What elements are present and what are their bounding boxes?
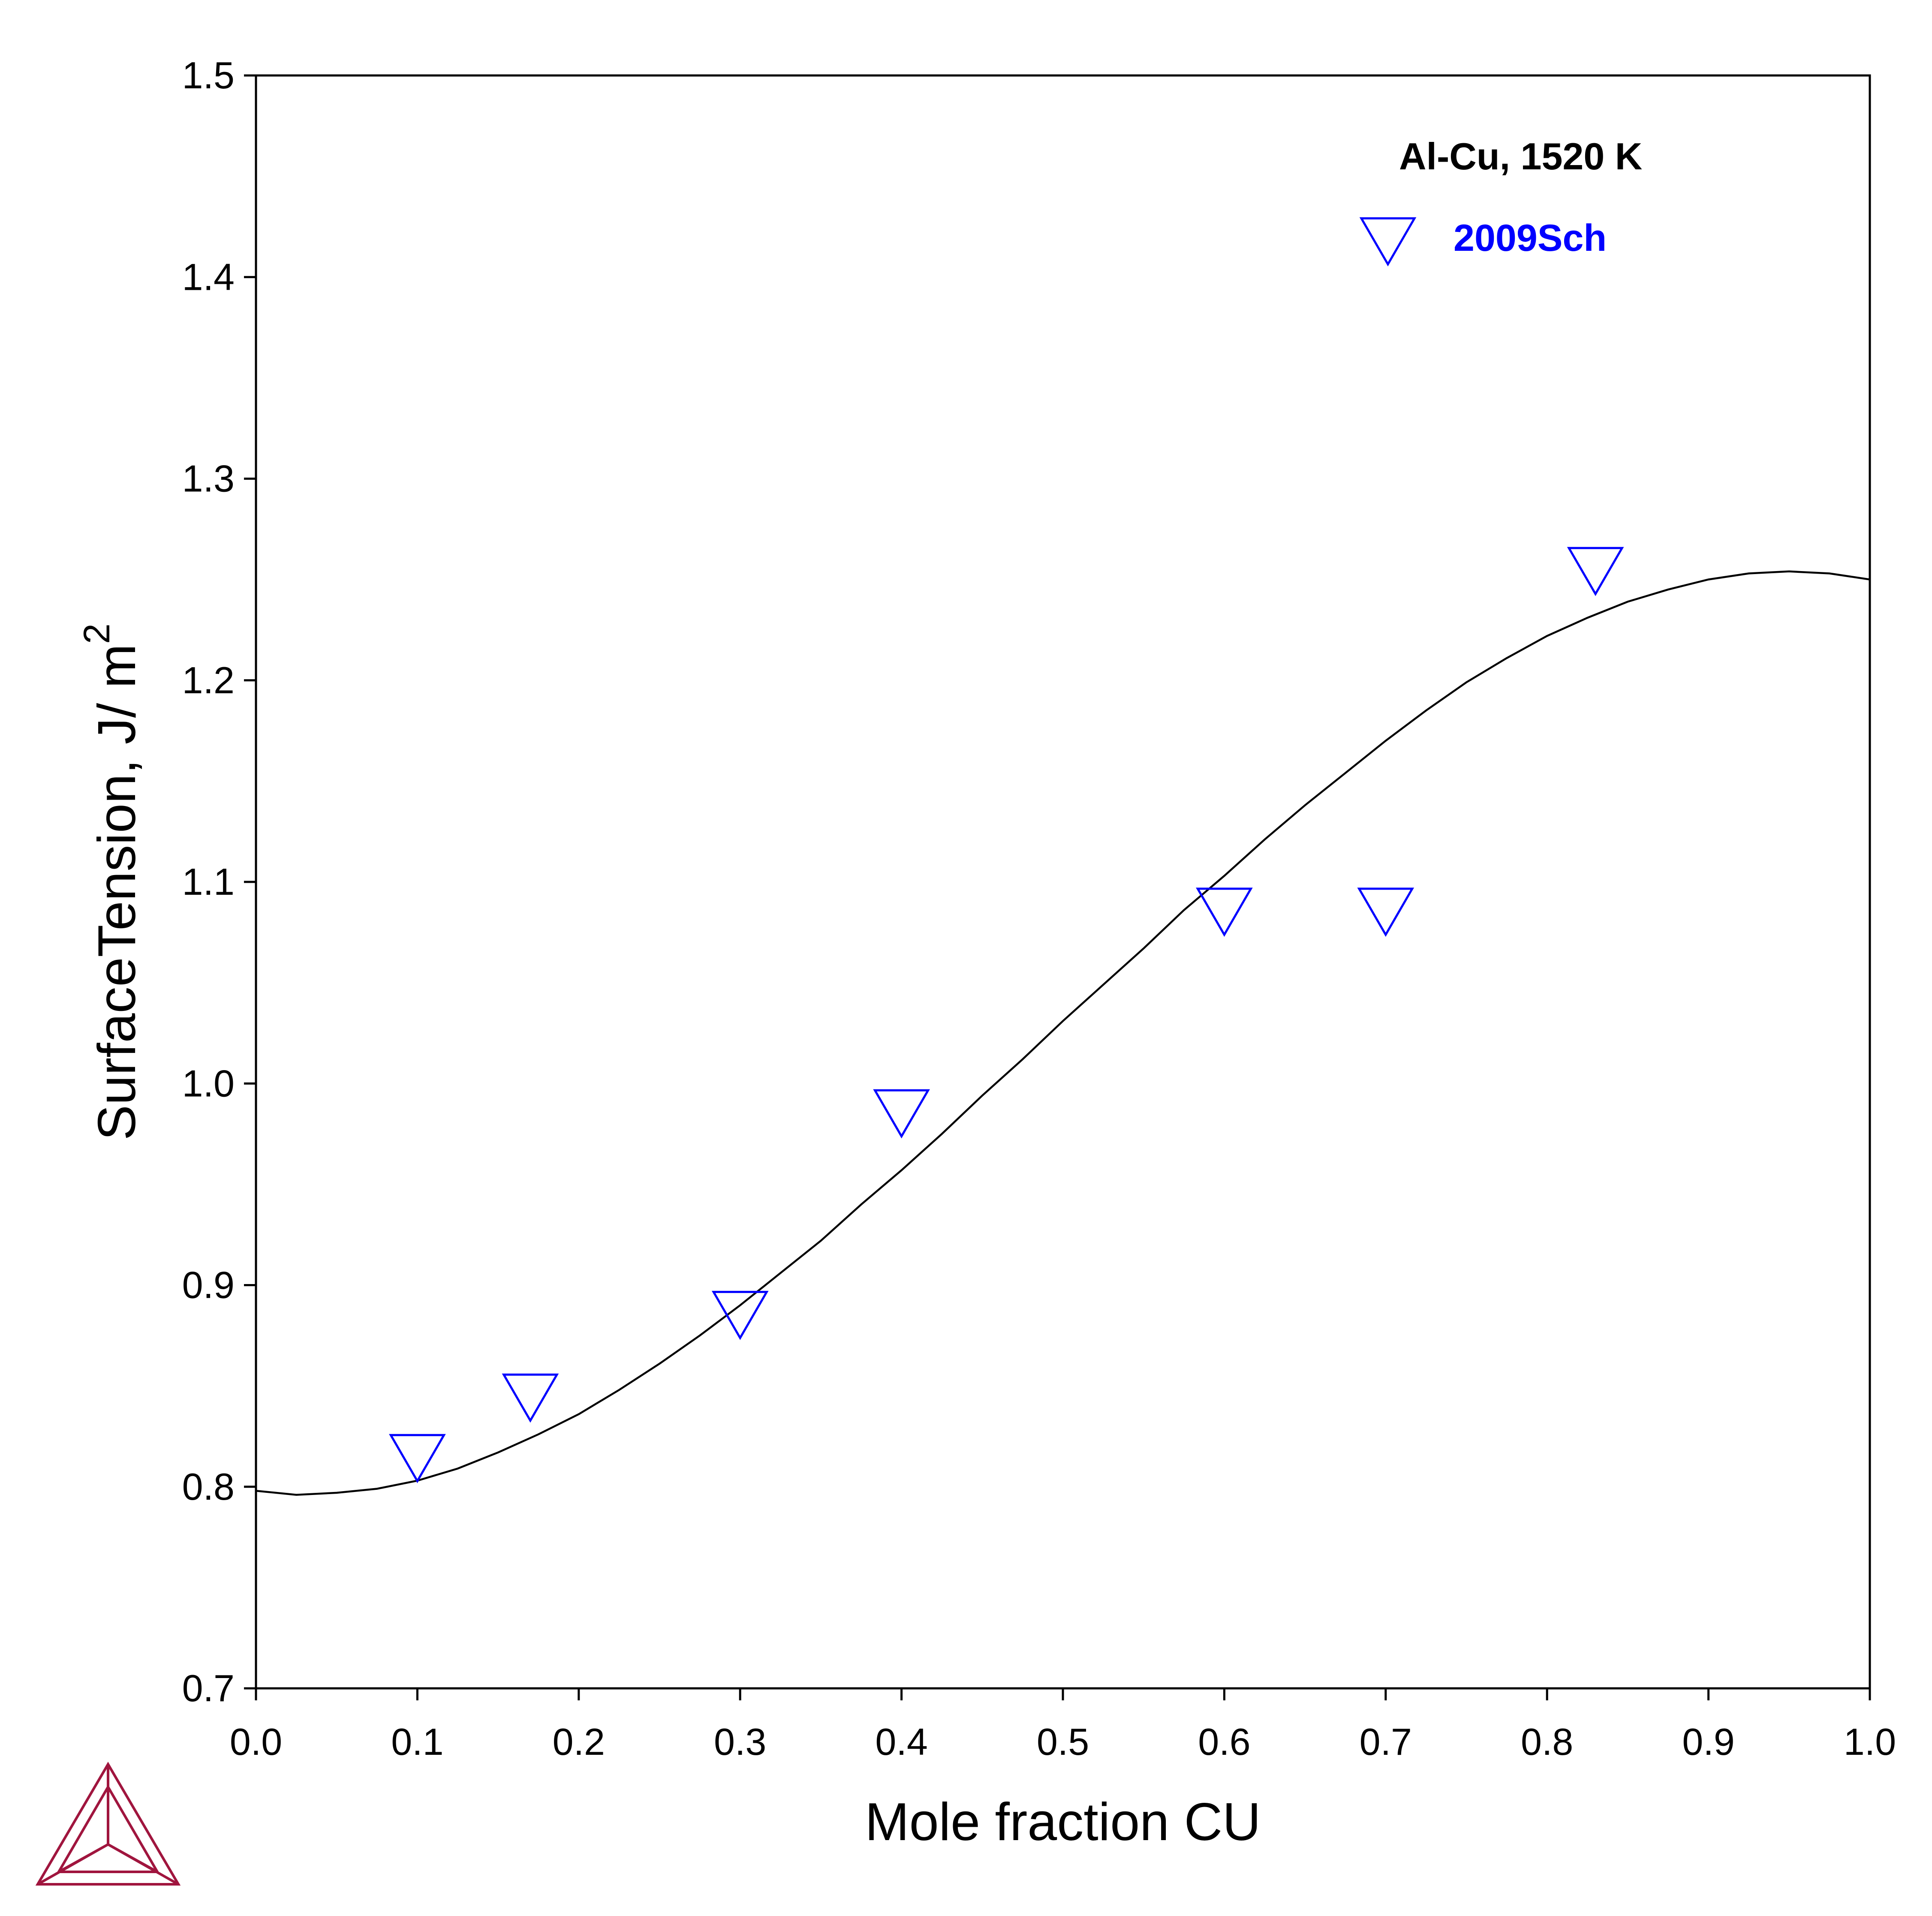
legend-marker-icon [1359,217,1417,267]
x-axis: 0.0 0.1 0.2 0.3 0.4 0.5 0.6 0.7 0.8 0.9 1.0 [230,1688,1896,1763]
x-tick-label: 0.2 [553,1720,605,1763]
y-axis-label-text: SurfaceTension, J/ m [87,644,147,1140]
y-tick-label: 1.1 [182,860,235,903]
x-tick-label: 0.0 [230,1720,282,1763]
x-tick-label: 0.8 [1521,1720,1573,1763]
logo-spokes [37,1764,179,1886]
model-curve [256,570,1870,1496]
y-tick-label: 0.8 [182,1465,235,1508]
y-tick-label: 0.9 [182,1264,235,1306]
y-tick-label: 1.0 [182,1062,235,1104]
chart-annotation: Al-Cu, 1520 K [1399,135,1642,177]
data-point-marker [1196,887,1253,937]
logo-outer-triangle [35,1762,181,1886]
y-tick-label: 1.4 [182,256,235,298]
x-axis-label: Mole fraction CU [865,1793,1261,1852]
x-tick-label: 0.9 [1682,1720,1734,1763]
data-point-marker [502,1373,559,1423]
y-axis-label: SurfaceTension, J/ m2 [76,623,147,1140]
x-tick-label: 0.3 [714,1720,766,1763]
x-tick-label: 0.6 [1198,1720,1250,1763]
y-axis: 0.7 0.8 0.9 1.0 1.1 1.2 1.3 1.4 1.5 [182,54,256,1709]
x-tick-label: 0.7 [1360,1720,1412,1763]
x-tick-label: 0.4 [875,1720,927,1763]
data-point-marker [1357,887,1414,937]
data-point-marker [711,1290,769,1340]
data-point-marker [389,1434,446,1483]
data-point-marker [873,1089,930,1139]
x-tick-label: 0.1 [391,1720,443,1763]
logo-inner-triangle [56,1784,160,1873]
x-tick-label: 0.5 [1037,1720,1089,1763]
y-axis-label-superscript: 2 [76,623,117,644]
x-tick-label: 1.0 [1844,1720,1896,1763]
legend-label: 2009Sch [1454,217,1607,259]
y-tick-label: 1.5 [182,54,235,96]
y-tick-label: 1.3 [182,457,235,500]
y-tick-label: 1.2 [182,659,235,701]
data-point-marker [1567,547,1624,596]
y-tick-label: 0.7 [182,1667,235,1709]
plot-frame [255,74,1871,1690]
thermo-calc-logo [35,1762,181,1886]
data-points [389,547,1624,1483]
